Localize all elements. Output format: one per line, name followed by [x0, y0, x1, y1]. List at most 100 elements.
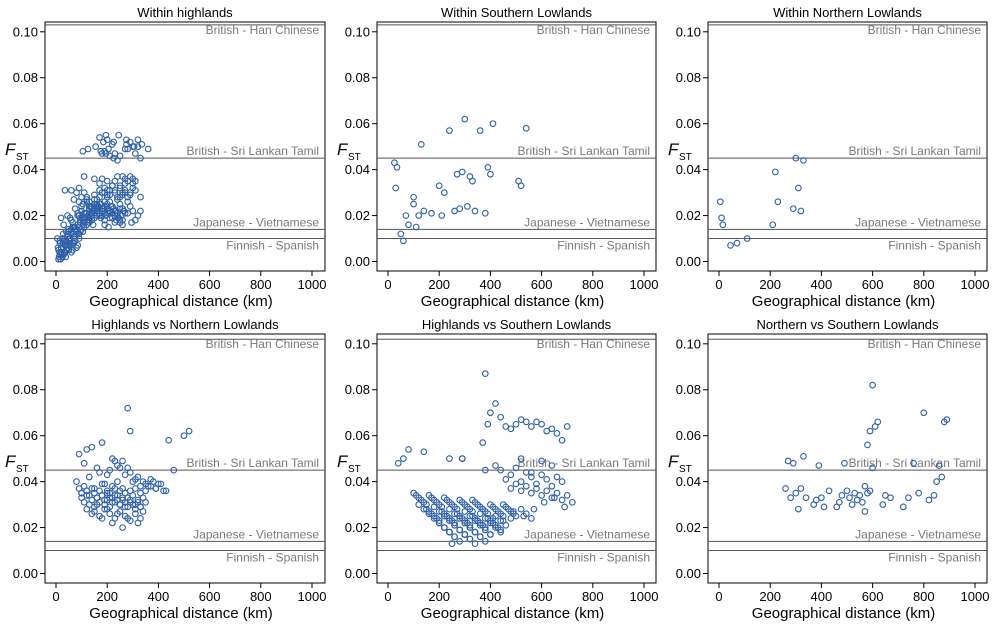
x-tick-label: 200 — [428, 589, 450, 604]
data-point — [553, 473, 561, 481]
x-tick-label: 600 — [199, 277, 221, 292]
data-point — [69, 239, 76, 247]
data-point — [446, 127, 453, 134]
data-point — [869, 381, 876, 389]
data-point — [428, 494, 435, 502]
data-point — [727, 242, 734, 249]
data-point — [466, 524, 474, 531]
data-point — [119, 524, 126, 531]
data-point — [180, 432, 188, 440]
data-point — [137, 154, 144, 162]
reference-line-label: Finnish - Spanish — [226, 239, 319, 253]
data-point — [558, 496, 566, 504]
y-tick-label: 0.06 — [345, 428, 370, 443]
data-point — [507, 425, 515, 433]
data-point — [499, 501, 507, 508]
y-tick-label: 0.08 — [676, 382, 701, 397]
data-point — [144, 145, 152, 153]
data-point — [471, 207, 479, 215]
y-axis-label: F — [5, 140, 17, 159]
x-tick-label: 600 — [862, 589, 884, 604]
chart-panel: Highlands vs Southern Lowlands British - … — [337, 317, 658, 622]
chart-title: Within Northern Lowlands — [773, 5, 922, 20]
data-point — [792, 154, 800, 162]
data-point — [797, 207, 805, 215]
data-point — [88, 443, 96, 451]
data-point — [83, 505, 91, 513]
data-point — [415, 212, 423, 219]
data-point — [789, 459, 797, 467]
reference-line-label: Japanese - Vietnamese — [193, 215, 319, 229]
data-point — [538, 471, 545, 479]
reference-line-label: Japanese - Vietnamese — [193, 527, 319, 541]
data-point — [440, 524, 448, 531]
y-tick-label: 0.02 — [676, 520, 701, 535]
data-point — [458, 455, 466, 463]
data-point — [930, 492, 938, 499]
x-tick-label: 600 — [531, 277, 553, 292]
data-point — [116, 152, 124, 160]
data-point — [548, 494, 556, 502]
data-point — [65, 246, 73, 254]
data-point — [451, 533, 458, 541]
plot-frame — [376, 21, 657, 272]
x-tick-label: 200 — [96, 277, 118, 292]
x-axis-label: Geographical distance (km) — [89, 605, 272, 622]
y-tick-label: 0.08 — [676, 70, 701, 85]
y-tick-label: 0.08 — [13, 70, 38, 85]
x-tick-label: 400 — [811, 277, 833, 292]
data-point — [471, 515, 479, 522]
y-tick-label: 0.04 — [13, 474, 38, 489]
x-tick-label: 400 — [480, 589, 502, 604]
x-tick-label: 200 — [96, 589, 118, 604]
y-tick-label: 0.02 — [345, 208, 370, 223]
data-point — [517, 182, 525, 190]
y-tick-label: 0.02 — [676, 208, 701, 223]
data-point — [795, 505, 802, 513]
data-point — [123, 136, 130, 144]
data-point — [561, 503, 568, 511]
plot-frame — [376, 333, 657, 584]
data-point — [443, 496, 451, 504]
data-point — [461, 519, 469, 527]
data-point — [507, 515, 515, 522]
y-axis-label: F — [337, 452, 349, 471]
x-tick-label: 1000 — [630, 277, 659, 292]
x-axis-label: Geographical distance (km) — [89, 293, 272, 310]
data-point — [464, 203, 471, 210]
data-point — [93, 501, 101, 508]
data-point — [563, 423, 571, 430]
data-point — [818, 494, 825, 502]
y-tick-label: 0.02 — [13, 520, 38, 535]
data-point — [497, 517, 504, 525]
data-point — [75, 184, 83, 192]
data-point — [487, 409, 494, 417]
data-point — [522, 418, 530, 426]
data-point — [481, 370, 489, 378]
x-tick-label: 800 — [913, 589, 935, 604]
y-tick-label: 0.04 — [345, 162, 370, 177]
data-point — [98, 515, 106, 522]
data-point — [825, 487, 833, 495]
data-point — [458, 498, 466, 506]
y-tick-label: 0.00 — [13, 254, 38, 269]
data-point — [126, 469, 134, 476]
data-point — [119, 457, 126, 465]
data-point — [487, 531, 494, 538]
data-point — [492, 400, 499, 407]
data-point — [476, 521, 484, 529]
y-tick-label: 0.00 — [676, 254, 701, 269]
data-point — [405, 221, 412, 229]
data-point — [412, 492, 420, 499]
data-point — [103, 186, 111, 194]
chart-title: Highlands vs Southern Lowlands — [422, 317, 612, 332]
data-point — [108, 141, 116, 148]
data-point — [510, 508, 517, 515]
x-tick-label: 0 — [715, 277, 722, 292]
data-point — [105, 223, 112, 231]
data-point — [170, 466, 178, 474]
y-axis-label-subscript: ST — [348, 152, 361, 163]
data-point — [492, 462, 499, 469]
data-point — [405, 446, 412, 453]
